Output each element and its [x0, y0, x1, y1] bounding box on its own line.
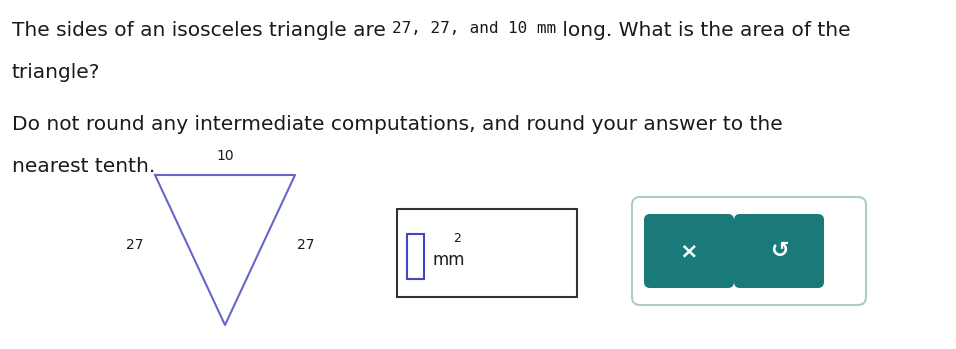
Text: triangle?: triangle?: [12, 63, 100, 82]
Text: mm: mm: [432, 251, 465, 269]
Text: 27: 27: [125, 238, 143, 252]
Text: nearest tenth.: nearest tenth.: [12, 157, 155, 176]
Text: The sides of an isosceles triangle are: The sides of an isosceles triangle are: [12, 21, 392, 40]
FancyBboxPatch shape: [644, 214, 734, 288]
Text: Do not round any intermediate computations, and round your answer to the: Do not round any intermediate computatio…: [12, 115, 783, 134]
FancyBboxPatch shape: [407, 234, 424, 279]
Text: 10: 10: [216, 149, 234, 163]
Text: 27: 27: [297, 238, 315, 252]
Text: long. What is the area of the: long. What is the area of the: [555, 21, 851, 40]
Text: 10 mm: 10 mm: [508, 21, 555, 36]
Text: and: and: [460, 21, 508, 36]
FancyBboxPatch shape: [397, 209, 577, 297]
Text: 2: 2: [453, 231, 461, 245]
Text: ×: ×: [680, 241, 698, 261]
Text: 27, 27,: 27, 27,: [392, 21, 460, 36]
FancyBboxPatch shape: [734, 214, 824, 288]
Text: ↺: ↺: [770, 241, 789, 261]
FancyBboxPatch shape: [632, 197, 866, 305]
